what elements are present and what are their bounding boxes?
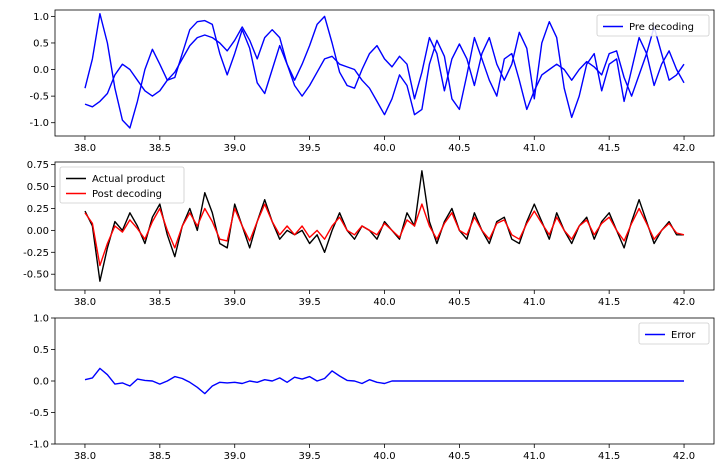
x-tick-label: 39.0 [224,297,246,308]
x-axis: 38.0 38.5 39.0 39.5 40.0 40.5 41.0 41.5 42.0 [74,290,695,308]
x-tick-label: 38.5 [149,451,171,462]
pre-decoding-plot-area [84,13,685,129]
x-tick-label: 38.5 [149,297,171,308]
x-tick-label: 39.5 [298,143,320,154]
x-tick-label: 41.0 [523,297,545,308]
y-tick-label: 0.5 [33,38,49,49]
x-axis: 38.0 38.5 39.0 39.5 40.0 40.5 41.0 41.5 42.0 [74,444,695,462]
panel-pre-decoding: -1.0 -0.5 0.0 0.5 1.0 38.0 38.5 39.0 39.5 40.0 40… [29,9,715,154]
y-tick-label: 0.0 [33,377,49,388]
x-tick-label: 40.5 [448,143,470,154]
y-tick-label: -0.25 [23,248,49,259]
x-tick-label: 38.0 [74,143,96,154]
x-tick-label: 40.0 [373,297,395,308]
y-axis: -1.0 -0.5 0.0 0.5 1.0 [29,314,55,451]
y-tick-label: -0.5 [29,92,49,103]
x-tick-label: 38.0 [74,451,96,462]
series-line-2-0 [84,367,684,395]
legend-box [596,14,710,37]
y-tick-label: -1.0 [29,440,49,451]
x-tick-label: 41.5 [598,143,620,154]
error-plot-area [84,367,684,395]
legend-entry: Error [671,330,696,341]
series-line-0-1 [84,26,685,116]
legend: Actual product Post decoding [59,166,185,204]
x-tick-label: 39.0 [224,451,246,462]
x-tick-label: 40.5 [448,451,470,462]
x-tick-label: 39.0 [224,143,246,154]
legend: Error [638,322,710,345]
legend: Pre decoding [596,14,710,37]
panel-post-decoding: -0.50-0.250.000.250.500.75 38.0 38.5 39.0 3… [23,160,715,308]
x-tick-label: 40.5 [448,297,470,308]
y-tick-label: -0.5 [29,408,49,419]
x-tick-label: 38.0 [74,297,96,308]
x-tick-label: 41.5 [598,297,620,308]
y-tick-label: 1.0 [33,12,49,23]
x-tick-label: 41.0 [523,143,545,154]
legend-box [638,322,710,345]
y-tick-label: 0.75 [27,160,49,171]
x-tick-label: 40.0 [373,451,395,462]
x-tick-label: 42.0 [673,451,695,462]
y-axis: -0.50 -0.25 0.00 0.25 0.50 0.75 [23,160,55,281]
panel-error: -1.0 -0.5 0.0 0.5 1.0 38.0 38.5 39.0 39.5 40.0 40… [29,314,715,462]
legend-box [59,166,185,204]
legend-entry: Actual product [92,174,165,185]
post-decoding-plot-area [84,170,685,282]
y-tick-label: 0.00 [27,226,49,237]
y-tick-label: 0.0 [33,65,49,76]
y-tick-label: 0.5 [33,345,49,356]
x-tick-label: 39.5 [298,297,320,308]
x-tick-label: 42.0 [673,143,695,154]
y-tick-label: 0.25 [27,204,49,215]
x-tick-label: 40.0 [373,143,395,154]
y-tick-label: -0.50 [23,270,49,281]
y-tick-label: 1.0 [33,314,49,325]
series-line-1-1 [84,203,685,267]
legend-entry: Post decoding [92,189,162,200]
y-tick-label: -1.0 [29,118,49,129]
y-axis: -1.0 -0.5 0.0 0.5 1.0 [29,12,55,129]
series-line-0-0 [84,13,685,129]
x-tick-label: 38.5 [149,143,171,154]
x-tick-label: 41.0 [523,451,545,462]
series-line-1-0 [84,170,684,282]
x-tick-label: 41.5 [598,451,620,462]
x-tick-label: 42.0 [673,297,695,308]
legend-entry: Pre decoding [629,22,694,33]
x-tick-label: 39.5 [298,451,320,462]
x-axis: 38.0 38.5 39.0 39.5 40.0 40.5 41.0 41.5 42.0 [74,136,695,154]
y-tick-label: 0.50 [27,182,49,193]
